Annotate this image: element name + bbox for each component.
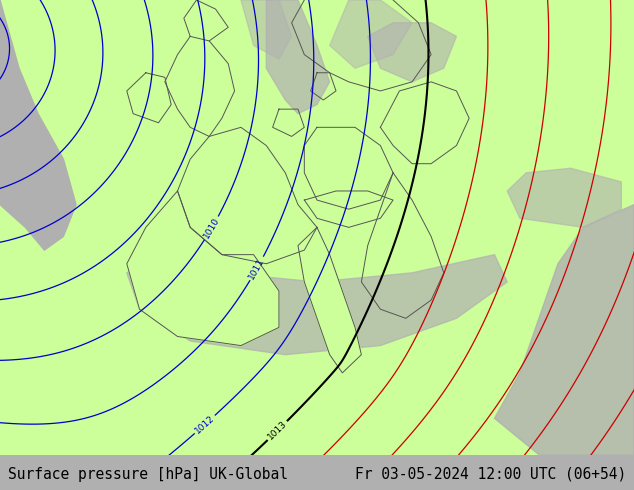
Polygon shape [507, 168, 621, 227]
Polygon shape [495, 205, 634, 455]
Text: Fr 03-05-2024 12:00 UTC (06+54): Fr 03-05-2024 12:00 UTC (06+54) [355, 466, 626, 482]
Text: 1010: 1010 [202, 216, 221, 241]
Text: Surface pressure [hPa] UK-Global: Surface pressure [hPa] UK-Global [8, 466, 288, 482]
Polygon shape [368, 23, 456, 82]
Polygon shape [178, 127, 317, 264]
Text: 1017: 1017 [500, 460, 522, 484]
Text: 1012: 1012 [193, 414, 216, 436]
Text: 1013: 1013 [266, 419, 288, 442]
Polygon shape [127, 191, 279, 345]
Text: 1014: 1014 [302, 454, 325, 476]
Polygon shape [0, 0, 76, 250]
Text: 1011: 1011 [247, 256, 266, 281]
Polygon shape [127, 255, 507, 355]
Polygon shape [298, 227, 361, 373]
Polygon shape [241, 0, 292, 59]
Polygon shape [266, 0, 330, 114]
Polygon shape [330, 0, 412, 68]
